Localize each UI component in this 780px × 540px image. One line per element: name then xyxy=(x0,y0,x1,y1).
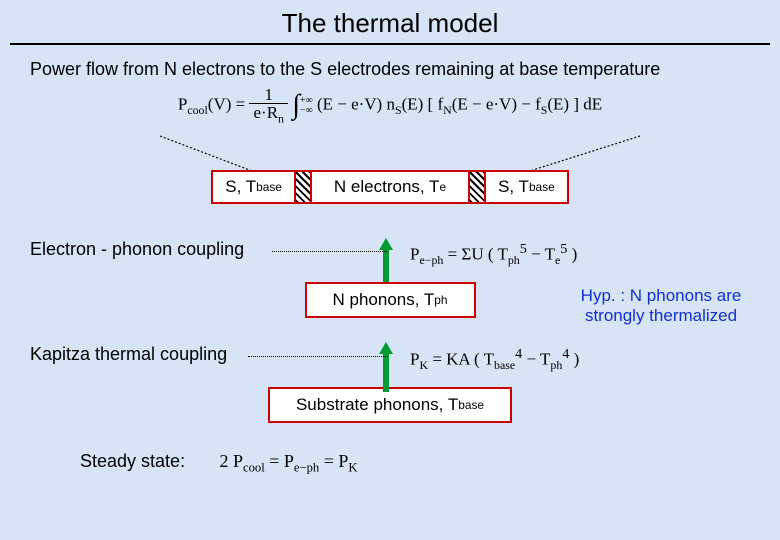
n-electrons-box: N electrons, Te xyxy=(310,170,470,204)
kap-dashline xyxy=(248,356,388,357)
n-phonons-row: N phonons, Tph Hyp. : N phonons are stro… xyxy=(0,282,780,318)
s-right-box: S, Tbase xyxy=(484,170,569,204)
steady-state-label: Steady state: xyxy=(80,451,185,472)
kapitza-label: Kapitza thermal coupling xyxy=(30,344,227,364)
eph-dashline xyxy=(272,251,387,252)
sns-junction-row: S, Tbase N electrons, Te S, Tbase xyxy=(0,163,780,211)
barrier-right xyxy=(470,170,484,204)
steady-state-row: Steady state: 2 Pcool = Pe−ph = PK xyxy=(0,451,780,476)
s-left-box: S, Tbase xyxy=(211,170,296,204)
page-title: The thermal model xyxy=(0,0,780,43)
subtitle-text: Power flow from N electrons to the S ele… xyxy=(30,59,780,80)
eph-section: Electron - phonon coupling Pe−ph = ΣU ( … xyxy=(0,239,780,260)
steady-state-equation: 2 Pcool = Pe−ph = PK xyxy=(220,451,358,476)
title-divider xyxy=(10,43,770,45)
eph-label: Electron - phonon coupling xyxy=(30,239,244,259)
eph-equation: Pe−ph = ΣU ( Tph5 − Te5 ) xyxy=(410,241,577,268)
pcool-formula: Pcool(V) = 1e·Rn ∫+∞−∞ (E − e·V) nS(E) [… xyxy=(0,86,780,125)
barrier-left xyxy=(296,170,310,204)
n-phonons-box: N phonons, Tph xyxy=(305,282,476,318)
kapitza-equation: PK = KA ( Tbase4 − Tph4 ) xyxy=(410,346,579,373)
kapitza-section: Kapitza thermal coupling PK = KA ( Tbase… xyxy=(0,344,780,365)
hypothesis-text: Hyp. : N phonons are strongly thermalize… xyxy=(566,286,756,326)
